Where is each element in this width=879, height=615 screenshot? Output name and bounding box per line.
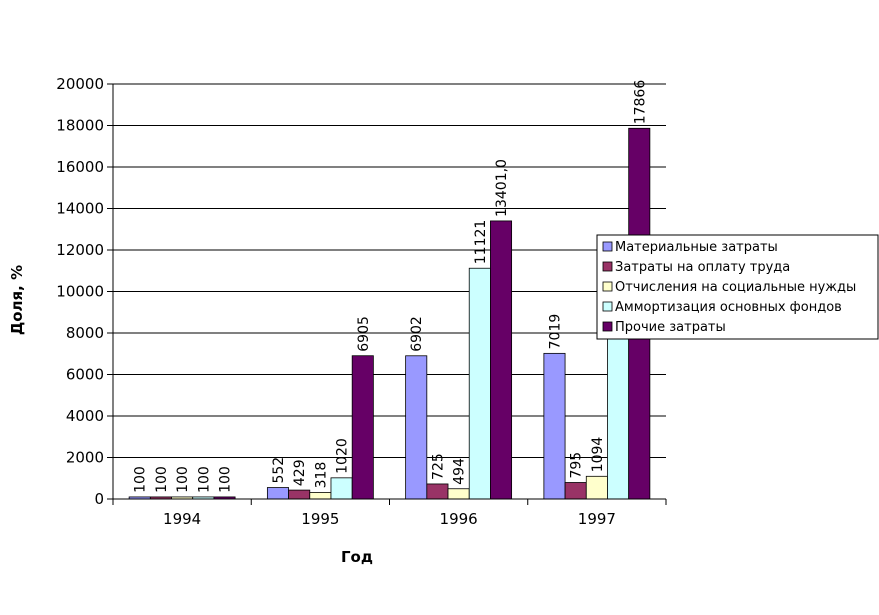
data-label: 1094 xyxy=(590,437,606,473)
legend-swatch xyxy=(602,281,613,292)
bar xyxy=(468,267,491,500)
y-tick-label: 2000 xyxy=(66,449,104,467)
bar xyxy=(543,352,566,500)
bar xyxy=(490,220,513,500)
legend-swatch xyxy=(602,261,613,272)
legend-box xyxy=(596,234,879,340)
x-tick-label: 1995 xyxy=(301,510,339,528)
y-tick-label: 12000 xyxy=(56,241,104,259)
bar xyxy=(266,487,289,500)
data-label: 11121 xyxy=(473,220,489,265)
legend-label: Затраты на оплату труда xyxy=(615,260,790,275)
bar xyxy=(447,488,470,500)
y-tick-label: 0 xyxy=(94,490,104,508)
bar xyxy=(426,483,449,500)
bar xyxy=(288,489,311,500)
bar xyxy=(309,492,332,500)
data-label: 100 xyxy=(154,466,170,493)
data-label: 100 xyxy=(196,466,212,493)
x-tick-label: 1997 xyxy=(578,510,616,528)
data-label: 318 xyxy=(313,462,329,489)
bar xyxy=(585,475,608,500)
data-label: 17866 xyxy=(632,80,648,125)
data-label: 725 xyxy=(430,453,446,480)
data-label: 7019 xyxy=(547,314,563,350)
bar xyxy=(405,355,428,500)
gridlines xyxy=(113,83,666,458)
legend-swatch xyxy=(602,301,613,312)
legend: Материальные затраты Затраты на оплату тр… xyxy=(596,234,879,340)
x-axis-ticks: 1994 1995 1996 1997 xyxy=(112,499,667,528)
bar xyxy=(351,355,374,500)
bar xyxy=(607,311,630,500)
data-label: 13401,0 xyxy=(494,159,510,217)
y-tick-label: 4000 xyxy=(66,407,104,425)
data-label: 552 xyxy=(271,457,287,484)
y-tick-label: 18000 xyxy=(56,117,104,135)
legend-label: Материальные затраты xyxy=(615,240,778,255)
data-label: 494 xyxy=(452,458,468,485)
x-tick-label: 1996 xyxy=(440,510,478,528)
y-tick-label: 10000 xyxy=(56,283,104,301)
data-label: 100 xyxy=(133,466,149,493)
x-tick-label: 1994 xyxy=(163,510,201,528)
y-tick-label: 6000 xyxy=(66,366,104,384)
y-tick-label: 20000 xyxy=(56,75,104,93)
y-axis-title: Доля, % xyxy=(8,265,26,335)
data-label: 795 xyxy=(569,452,585,479)
bar xyxy=(564,482,587,500)
data-label: 429 xyxy=(292,459,308,486)
data-label: 6905 xyxy=(356,316,372,352)
bars xyxy=(128,127,651,500)
data-label: 1020 xyxy=(335,438,351,474)
y-tick-label: 14000 xyxy=(56,200,104,218)
legend-label: Отчисления на социальные нужды xyxy=(615,280,856,295)
legend-swatch xyxy=(602,321,613,332)
bar xyxy=(330,477,353,500)
data-label: 100 xyxy=(218,466,234,493)
data-label: 100 xyxy=(175,466,191,493)
y-axis-ticks: 0 2000 4000 6000 8000 10000 12000 14000 16000 180… xyxy=(56,75,113,508)
x-axis-title: Год xyxy=(341,548,373,566)
data-label: 6902 xyxy=(409,316,425,352)
legend-label: Прочие затраты xyxy=(615,320,726,335)
y-tick-label: 16000 xyxy=(56,158,104,176)
data-labels: 100 552 6902 7019 100 429 725 795 100 318 494 1094 1… xyxy=(133,80,649,493)
y-tick-label: 8000 xyxy=(66,324,104,342)
legend-swatch xyxy=(602,241,613,252)
legend-label: Аммортизация основных фондов xyxy=(615,300,842,315)
